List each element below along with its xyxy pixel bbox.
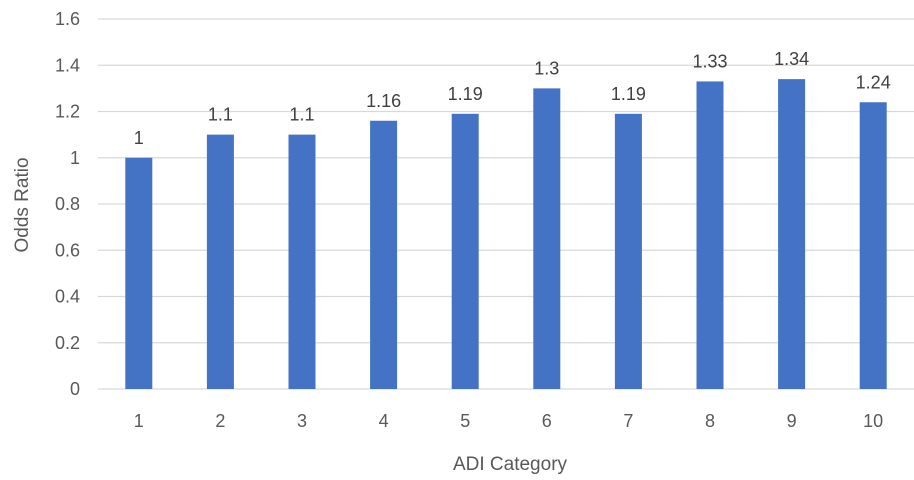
y-tick-label: 0 — [70, 379, 80, 399]
x-tick-label: 6 — [542, 411, 552, 431]
x-tick-label: 10 — [863, 411, 883, 431]
bar — [288, 134, 316, 389]
x-tick-label: 9 — [787, 411, 797, 431]
data-label: 1.24 — [856, 72, 891, 92]
y-axis-title: Odds Ratio — [12, 157, 33, 252]
data-label: 1 — [134, 128, 144, 148]
y-tick-label: 0.2 — [55, 333, 80, 353]
x-tick-label: 7 — [623, 411, 633, 431]
data-label: 1.19 — [448, 84, 483, 104]
x-tick-label: 1 — [134, 411, 144, 431]
bar — [370, 120, 398, 389]
data-label: 1.19 — [611, 84, 646, 104]
y-tick-label: 1.6 — [55, 9, 80, 29]
y-tick-label: 0.4 — [55, 287, 80, 307]
x-tick-label: 2 — [215, 411, 225, 431]
gridlines — [98, 18, 914, 390]
y-tick-label: 0.6 — [55, 240, 80, 260]
y-tick-label: 0.8 — [55, 194, 80, 214]
x-tick-label: 8 — [705, 411, 715, 431]
data-label: 1.3 — [534, 58, 559, 78]
bar — [451, 113, 479, 389]
x-tick-label: 4 — [379, 411, 389, 431]
x-tick-label: 5 — [460, 411, 470, 431]
bar — [696, 81, 724, 389]
bars — [125, 79, 887, 389]
data-label: 1.34 — [774, 49, 809, 69]
bar — [533, 88, 561, 389]
x-axis-ticks: 1 2 3 4 5 6 7 8 9 10 — [134, 411, 883, 431]
data-label: 1.1 — [289, 105, 314, 125]
bar — [614, 113, 642, 389]
y-tick-label: 1.4 — [55, 55, 80, 75]
data-label: 1.33 — [692, 51, 727, 71]
data-labels: 1 1.1 1.1 1.16 1.19 1.3 1.19 1.33 1.34 1.24 — [134, 49, 891, 148]
y-tick-label: 1.2 — [55, 102, 80, 122]
x-tick-label: 3 — [297, 411, 307, 431]
x-axis-title: ADI Category — [453, 454, 568, 475]
bar — [859, 102, 887, 389]
data-label: 1.16 — [366, 91, 401, 111]
bar — [778, 79, 806, 389]
data-label: 1.1 — [208, 105, 233, 125]
bar — [125, 157, 153, 389]
y-tick-label: 1 — [70, 148, 80, 168]
y-axis-ticks: 0 0.2 0.4 0.6 0.8 1 1.2 1.4 1.6 — [55, 9, 80, 399]
bar — [206, 134, 234, 389]
